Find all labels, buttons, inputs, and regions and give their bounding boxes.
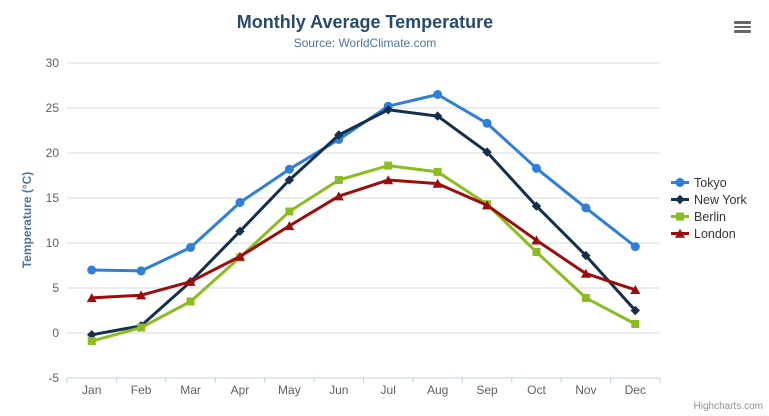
data-point[interactable] bbox=[531, 163, 541, 173]
legend-item-london[interactable]: London bbox=[671, 225, 747, 242]
plot-area bbox=[66, 62, 661, 383]
legend-label: New York bbox=[694, 192, 747, 207]
y-tick-label: 25 bbox=[45, 101, 59, 115]
data-point[interactable] bbox=[284, 221, 295, 231]
legend-item-berlin[interactable]: Berlin bbox=[671, 208, 747, 225]
legend-label: Tokyo bbox=[694, 175, 727, 190]
hamburger-icon bbox=[734, 21, 751, 24]
data-point[interactable] bbox=[580, 268, 591, 278]
data-point[interactable] bbox=[87, 337, 96, 346]
data-point[interactable] bbox=[581, 250, 591, 261]
data-point[interactable] bbox=[630, 285, 641, 294]
y-tick-label: 10 bbox=[45, 236, 59, 250]
series-new-york[interactable] bbox=[87, 105, 640, 340]
data-point[interactable] bbox=[234, 251, 245, 261]
data-point[interactable] bbox=[186, 297, 195, 306]
y-tick-label: 5 bbox=[52, 281, 59, 295]
data-point[interactable] bbox=[630, 242, 640, 252]
data-point[interactable] bbox=[432, 178, 443, 188]
data-point[interactable] bbox=[482, 147, 492, 157]
data-point[interactable] bbox=[284, 164, 294, 174]
y-tick-label: 15 bbox=[45, 191, 59, 205]
data-point[interactable] bbox=[333, 191, 344, 201]
data-point[interactable] bbox=[383, 105, 393, 115]
x-tick-label: Jul bbox=[380, 383, 396, 397]
series-london[interactable] bbox=[86, 175, 641, 303]
export-menu-button[interactable] bbox=[732, 19, 753, 36]
x-tick-label: Aug bbox=[426, 383, 449, 397]
series-tokyo[interactable] bbox=[87, 90, 640, 276]
y-tick-label: -5 bbox=[48, 371, 59, 385]
data-point[interactable] bbox=[86, 293, 97, 303]
data-point[interactable] bbox=[432, 111, 443, 121]
legend-item-tokyo[interactable]: Tokyo bbox=[671, 174, 747, 191]
triangle-legend-marker-icon bbox=[671, 228, 689, 238]
y-tick-label: 0 bbox=[52, 326, 59, 340]
chart-title: Monthly Average Temperature bbox=[236, 12, 494, 32]
legend: Tokyo New York Berlin London bbox=[671, 174, 747, 242]
credits-link[interactable]: Highcharts.com bbox=[693, 401, 763, 412]
hamburger-icon bbox=[734, 25, 751, 29]
y-axis-title: Temperature (°C) bbox=[20, 171, 34, 269]
data-point[interactable] bbox=[581, 293, 590, 302]
x-tick-label: Nov bbox=[575, 383, 597, 397]
x-tick-label: Mar bbox=[180, 383, 201, 397]
x-tick-label: Jan bbox=[82, 383, 102, 397]
data-point[interactable] bbox=[631, 320, 640, 328]
legend-label: London bbox=[694, 226, 736, 241]
data-point[interactable] bbox=[137, 323, 146, 332]
data-point[interactable] bbox=[185, 276, 196, 286]
legend-label: Berlin bbox=[694, 209, 726, 224]
data-point[interactable] bbox=[136, 290, 147, 300]
diamond-legend-marker-icon bbox=[671, 194, 689, 205]
data-point[interactable] bbox=[87, 265, 97, 275]
data-point[interactable] bbox=[433, 167, 442, 176]
data-point[interactable] bbox=[384, 161, 393, 170]
y-tick-label: 20 bbox=[45, 146, 59, 160]
data-point[interactable] bbox=[531, 235, 542, 245]
circle-legend-marker-icon bbox=[671, 178, 689, 187]
square-legend-marker-icon bbox=[671, 212, 689, 221]
data-point[interactable] bbox=[433, 90, 443, 99]
x-tick-label: Apr bbox=[230, 383, 250, 397]
x-tick-label: Oct bbox=[527, 383, 546, 397]
data-point[interactable] bbox=[334, 176, 343, 184]
data-point[interactable] bbox=[186, 243, 196, 252]
x-tick-label: Feb bbox=[130, 383, 152, 397]
data-point[interactable] bbox=[285, 207, 294, 216]
x-tick-label: May bbox=[278, 383, 301, 397]
x-tick-label: Sep bbox=[476, 383, 498, 397]
legend-item-new-york[interactable]: New York bbox=[671, 191, 747, 208]
data-point[interactable] bbox=[383, 175, 394, 185]
hamburger-icon bbox=[734, 30, 751, 33]
data-point[interactable] bbox=[235, 226, 245, 236]
data-point[interactable] bbox=[532, 248, 541, 256]
data-point[interactable] bbox=[235, 198, 245, 207]
data-point[interactable] bbox=[482, 200, 493, 210]
x-tick-label: Dec bbox=[624, 383, 646, 397]
x-tick-label: Jun bbox=[329, 383, 349, 397]
data-point[interactable] bbox=[284, 175, 295, 185]
data-point[interactable] bbox=[630, 305, 640, 316]
data-point[interactable] bbox=[136, 266, 146, 276]
y-tick-label: 30 bbox=[45, 56, 59, 70]
chart-subtitle: Source: WorldClimate.com bbox=[293, 36, 437, 50]
data-point[interactable] bbox=[482, 118, 492, 128]
data-point[interactable] bbox=[581, 203, 591, 213]
